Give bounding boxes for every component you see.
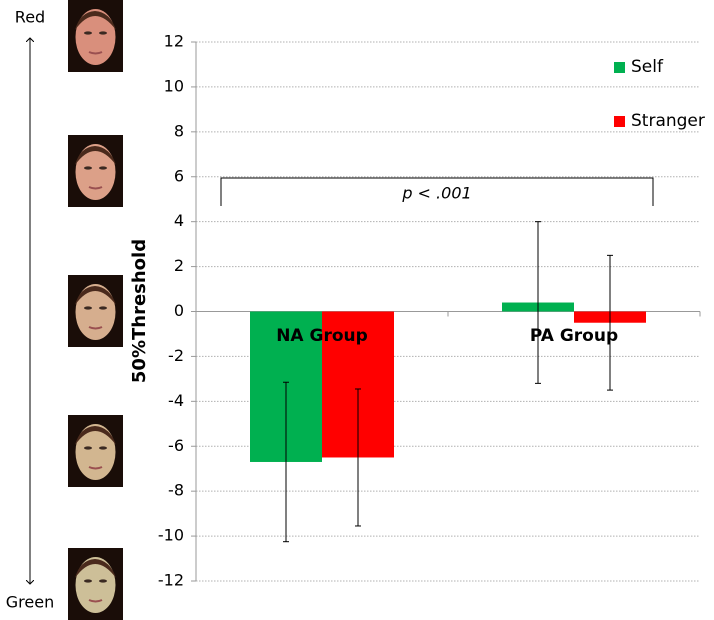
face-hair — [75, 11, 116, 30]
y-tick-label: 6 — [174, 166, 184, 185]
face-eye — [99, 579, 107, 583]
face-hair — [75, 426, 116, 445]
face-eye — [99, 446, 107, 450]
significance-bracket — [220, 177, 654, 206]
y-tick-label: 8 — [174, 121, 184, 140]
y-tick-label: -4 — [168, 391, 184, 410]
face-mouth — [88, 466, 103, 470]
face-hair — [75, 286, 116, 305]
face-hair — [75, 146, 116, 165]
face-hair — [75, 559, 116, 578]
face-eye — [84, 306, 92, 310]
face-eye — [84, 579, 92, 583]
category-label: PA Group — [530, 326, 618, 346]
face-mouth — [88, 599, 103, 603]
face-mouth — [88, 51, 103, 55]
face — [75, 9, 116, 65]
face-eye — [84, 166, 92, 170]
face-eye — [99, 306, 107, 310]
face-images — [68, 0, 123, 620]
y-tick-label: -10 — [158, 526, 184, 545]
y-tick-label: -12 — [158, 571, 184, 590]
face — [75, 284, 116, 340]
y-axis-label: 50%Threshold — [129, 239, 150, 383]
face — [75, 557, 116, 613]
legend-label: Self — [631, 57, 664, 77]
legend-swatch — [614, 116, 625, 127]
legend-label: Stranger — [631, 111, 705, 131]
face-eye — [84, 446, 92, 450]
y-tick-label: -6 — [168, 436, 184, 455]
category-label: NA Group — [276, 326, 368, 346]
y-tick-label: 0 — [174, 301, 184, 320]
scale-bottom-label: Green — [6, 593, 54, 612]
y-tick-label: -2 — [168, 346, 184, 365]
face — [75, 144, 116, 200]
y-tick-label: 12 — [164, 32, 184, 51]
face-mouth — [88, 326, 103, 330]
scale-top-label: Red — [15, 8, 45, 27]
y-tick-label: 10 — [164, 76, 184, 95]
annotation: p < .001 — [401, 184, 471, 203]
face-eye — [84, 31, 92, 35]
face-eye — [99, 166, 107, 170]
face-eye — [99, 31, 107, 35]
face-mouth — [88, 186, 103, 190]
y-tick-label: -8 — [168, 481, 184, 500]
face — [75, 424, 116, 480]
y-tick-label: 4 — [174, 211, 184, 230]
legend-swatch — [614, 62, 625, 73]
y-tick-label: 2 — [174, 256, 184, 275]
